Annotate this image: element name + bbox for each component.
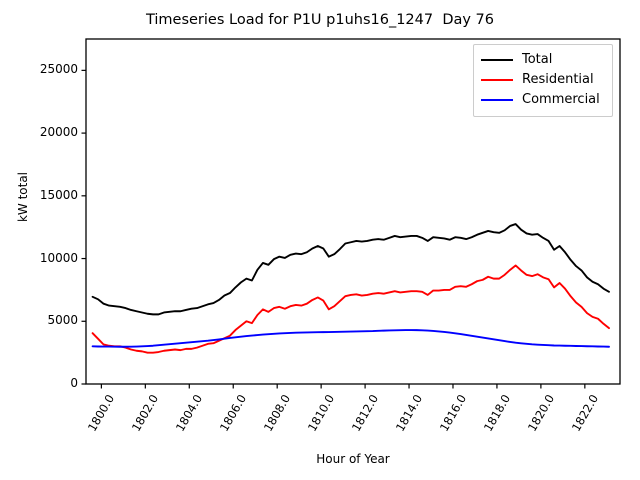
- legend-swatch-residential: [481, 79, 513, 81]
- legend-swatch-commercial: [481, 99, 513, 101]
- legend-label-commercial: Commercial: [522, 92, 600, 107]
- legend-label-total: Total: [522, 52, 553, 67]
- series-line-total: [91, 223, 610, 316]
- y-tick-label: 10000: [39, 250, 78, 265]
- y-tick-label: 0: [70, 376, 78, 390]
- chart-legend: Total Residential Commercial: [473, 44, 613, 117]
- y-tick-label: 5000: [47, 313, 78, 328]
- y-tick-label: 15000: [39, 187, 78, 202]
- y-tick-label: 20000: [39, 125, 78, 140]
- legend-entry-commercial: Commercial: [481, 90, 605, 110]
- legend-entry-total: Total: [481, 50, 605, 70]
- chart-title: Timeseries Load for P1U p1uhs16_1247 Day…: [145, 12, 495, 28]
- x-axis-label: Hour of Year: [316, 452, 390, 466]
- series-line-residential: [91, 264, 610, 354]
- legend-entry-residential: Residential: [481, 70, 605, 90]
- axis-frame: [85, 38, 621, 385]
- legend-label-residential: Residential: [522, 72, 594, 87]
- y-tick-label: 25000: [39, 62, 78, 77]
- data-series: [91, 223, 610, 354]
- axis-ticks: [81, 69, 586, 389]
- legend-swatch-total: [481, 59, 513, 61]
- series-line-commercial: [91, 329, 610, 348]
